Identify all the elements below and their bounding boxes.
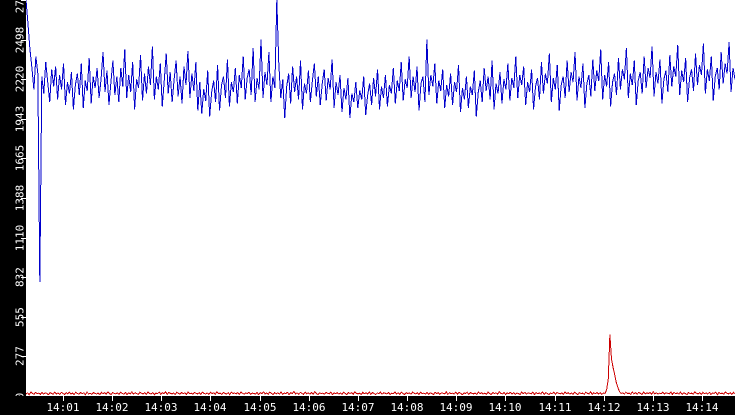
y-axis-label-text: 2220 bbox=[13, 65, 27, 93]
y-axis-label-text: 555 bbox=[13, 307, 27, 327]
y-axis-label-text: 1665 bbox=[13, 144, 27, 172]
x-axis-tick bbox=[456, 396, 457, 401]
x-axis-label: 14:12 bbox=[587, 401, 621, 414]
x-axis-label: 14:08 bbox=[390, 401, 424, 414]
y-axis-label-text: 2776 bbox=[13, 0, 27, 14]
y-axis-label-text: 1388 bbox=[13, 184, 27, 212]
plot-svg bbox=[26, 0, 735, 396]
y-axis-tick bbox=[21, 119, 26, 120]
x-axis-label: 14:04 bbox=[193, 401, 227, 414]
x-axis-label: 14:14 bbox=[685, 401, 719, 414]
y-axis-tick bbox=[21, 238, 26, 239]
y-axis-tick bbox=[21, 356, 26, 357]
y-axis-tick bbox=[21, 158, 26, 159]
y-axis-tick bbox=[21, 0, 26, 1]
axis-corner bbox=[0, 396, 26, 415]
x-axis-tick bbox=[702, 396, 703, 401]
x-axis-label: 14:09 bbox=[439, 401, 473, 414]
x-axis-tick bbox=[112, 396, 113, 401]
y-axis-tick bbox=[21, 198, 26, 199]
x-axis-label: 14:02 bbox=[95, 401, 129, 414]
x-axis-tick bbox=[505, 396, 506, 401]
x-axis-tick bbox=[407, 396, 408, 401]
x-axis-label: 14:10 bbox=[488, 401, 522, 414]
y-axis-label-text: 1943 bbox=[13, 105, 27, 133]
x-axis-label: 14:07 bbox=[341, 401, 375, 414]
y-axis-tick bbox=[21, 277, 26, 278]
y-axis-tick bbox=[21, 79, 26, 80]
y-axis-tick bbox=[21, 317, 26, 318]
x-axis-tick bbox=[653, 396, 654, 401]
x-axis-label: 14:06 bbox=[292, 401, 326, 414]
x-axis-tick bbox=[309, 396, 310, 401]
series-red-line bbox=[26, 334, 735, 396]
y-axis-tick bbox=[21, 40, 26, 41]
x-axis-tick bbox=[260, 396, 261, 401]
x-axis-label: 14:13 bbox=[636, 401, 670, 414]
x-axis-tick bbox=[63, 396, 64, 401]
x-axis-tick bbox=[604, 396, 605, 401]
x-axis-tick bbox=[358, 396, 359, 401]
y-axis-label-text: 832 bbox=[13, 267, 27, 287]
x-axis-tick bbox=[161, 396, 162, 401]
x-axis-label: 14:01 bbox=[46, 401, 80, 414]
x-axis-label: 14:05 bbox=[243, 401, 277, 414]
y-axis: 02775558321110138816651943222024982776 bbox=[0, 0, 27, 399]
y-axis-label-text: 1110 bbox=[13, 224, 27, 252]
y-axis-label-text: 2498 bbox=[13, 26, 27, 54]
x-axis-tick bbox=[555, 396, 556, 401]
y-axis-label-text: 277 bbox=[13, 346, 27, 366]
plot-area bbox=[26, 0, 735, 396]
x-axis-label: 14:03 bbox=[144, 401, 178, 414]
x-axis-label: 14:11 bbox=[538, 401, 572, 414]
x-axis-tick bbox=[210, 396, 211, 401]
series-blue-line bbox=[26, 0, 735, 282]
x-axis: 14:01 14:02 14:03 14:04 14:05 14:06 14:07 14:08… bbox=[0, 396, 735, 415]
